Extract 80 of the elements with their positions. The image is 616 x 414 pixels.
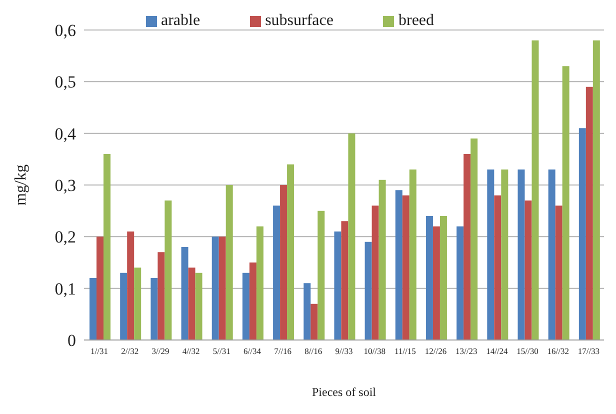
bar <box>96 236 104 340</box>
x-tick-label: 5//31 <box>212 346 230 356</box>
bar <box>487 170 494 340</box>
x-axis-title: Pieces of soil <box>312 385 377 399</box>
bar <box>273 206 280 340</box>
bar <box>212 236 219 340</box>
bar <box>120 272 128 340</box>
bar <box>158 252 165 340</box>
bar <box>440 216 447 340</box>
y-tick-label: 0 <box>68 331 76 350</box>
bar <box>548 170 556 340</box>
x-tick-label: 16//32 <box>547 346 569 356</box>
bar <box>586 86 593 340</box>
bar <box>395 190 402 340</box>
x-tick-label: 15//30 <box>516 346 538 356</box>
y-tick-label: 0,2 <box>54 228 76 247</box>
bar <box>402 195 410 340</box>
x-tick-label: 10//38 <box>364 346 386 356</box>
legend-label: subsurface <box>265 12 334 29</box>
bar <box>304 283 311 340</box>
bar <box>409 170 416 340</box>
legend-label: arable <box>160 12 200 29</box>
bar <box>372 206 379 340</box>
bar <box>195 272 202 340</box>
bar <box>226 185 233 340</box>
bar <box>318 210 325 340</box>
bar <box>249 262 256 340</box>
bar <box>348 133 356 340</box>
bar <box>150 278 158 340</box>
bar <box>287 164 294 340</box>
x-tick-label: 7//16 <box>274 346 292 356</box>
x-tick-label: 6//34 <box>243 346 262 356</box>
x-tick-label: 4//32 <box>182 346 200 356</box>
bar <box>532 40 539 340</box>
y-tick-label: 0,1 <box>54 279 76 298</box>
bar <box>524 200 532 340</box>
x-tick-label: 2//32 <box>121 346 139 356</box>
bar <box>501 170 508 340</box>
bar <box>518 170 525 340</box>
bar <box>256 226 264 340</box>
bar <box>341 221 348 340</box>
bar <box>127 232 134 340</box>
bar <box>578 128 586 340</box>
bar <box>592 40 600 340</box>
bar <box>494 195 502 340</box>
bar <box>378 180 386 340</box>
bar <box>464 154 471 340</box>
bar <box>432 226 440 340</box>
x-tick-label: 17//33 <box>578 346 600 356</box>
y-tick-label: 0,4 <box>54 124 76 144</box>
bar <box>470 138 478 340</box>
x-tick-label: 1//31 <box>90 346 108 356</box>
bar <box>562 66 570 340</box>
legend-label: breed <box>398 12 434 29</box>
y-tick-label: 0,5 <box>54 72 76 92</box>
x-tick-label: 8//16 <box>304 346 322 356</box>
x-tick-label: 14//24 <box>486 346 509 356</box>
bar <box>181 247 188 340</box>
x-tick-label: 13//23 <box>455 346 478 356</box>
x-tick-label: 11//15 <box>394 346 416 356</box>
x-tick-label: 9//33 <box>335 346 353 356</box>
bar <box>104 154 111 340</box>
bar <box>188 268 196 340</box>
y-tick-label: 0,6 <box>54 21 76 40</box>
bar <box>334 232 342 340</box>
bar <box>134 268 142 340</box>
bar <box>555 206 562 340</box>
x-tick-label: 3//29 <box>152 346 170 356</box>
bar <box>456 226 464 340</box>
bar <box>364 242 372 340</box>
y-axis-title: mg/kg <box>12 164 30 206</box>
bar <box>310 304 318 340</box>
bar <box>164 200 172 340</box>
y-tick-label: 0,3 <box>54 176 76 196</box>
bar <box>218 236 226 340</box>
x-tick-label: 12//26 <box>424 346 447 356</box>
bar <box>90 278 97 340</box>
bar <box>242 272 250 340</box>
bar <box>280 185 288 340</box>
bar <box>426 216 433 340</box>
